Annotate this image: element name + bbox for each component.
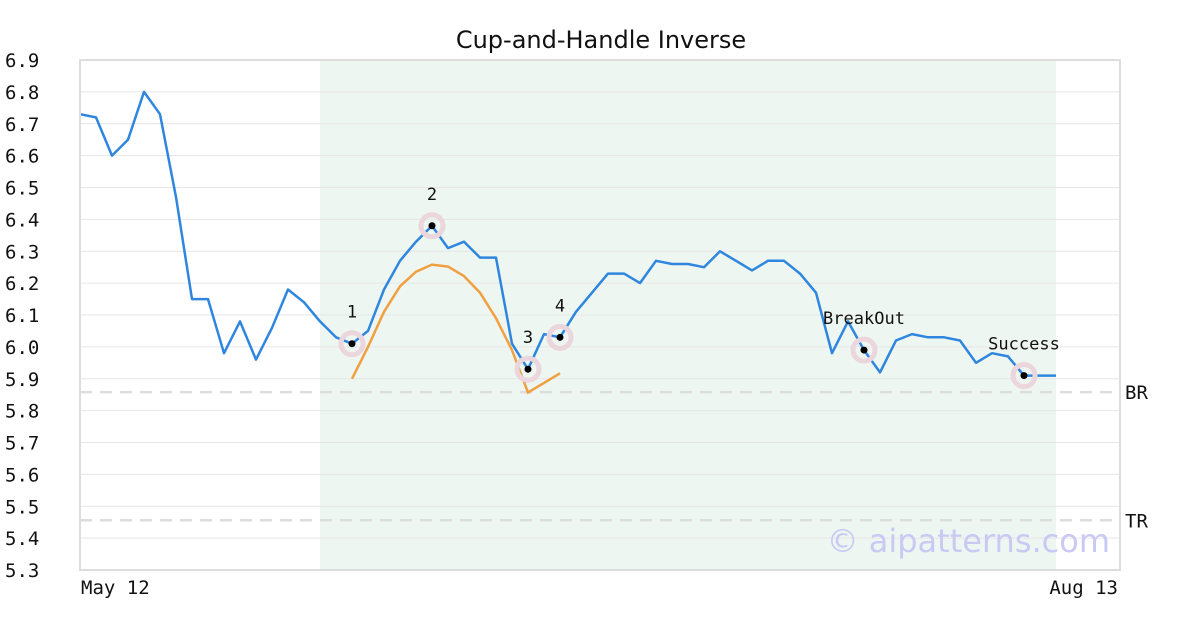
- y-tick-label: 5.7: [5, 433, 39, 455]
- y-tick-label: 5.5: [5, 496, 39, 518]
- y-tick-label: 5.9: [5, 369, 39, 391]
- y-tick-label: 6.4: [5, 209, 39, 231]
- marker-halo: [338, 330, 366, 358]
- plot-frame: [79, 59, 1121, 571]
- y-tick-label: 6.7: [5, 114, 39, 136]
- annotation-label: BreakOut: [823, 309, 905, 329]
- y-tick-label: 6.1: [5, 305, 39, 327]
- y-tick-label: 6.9: [5, 50, 39, 72]
- y-tick-label: 6.3: [5, 241, 39, 263]
- y-tick-label: 6.6: [5, 146, 39, 168]
- y-tick-label: 5.6: [5, 464, 39, 486]
- x-tick-end: Aug 13: [1049, 577, 1118, 599]
- marker-halo: [514, 355, 542, 383]
- y-tick-label: 5.8: [5, 401, 39, 423]
- gridlines: [80, 59, 1120, 571]
- y-tick-label: 6.2: [5, 273, 39, 295]
- level-lines: BR TR: [80, 382, 1148, 532]
- price-series-line: [79, 90, 1056, 377]
- watermark: © aipatterns.com: [827, 522, 1110, 560]
- marker-halo: [546, 323, 574, 351]
- y-tick-label: 6.0: [5, 337, 39, 359]
- y-axis-ticks: 6.9 6.8 6.7 6.6 6.5 6.4 6.3 6.2 6.1 6.0 5.9 5.8 5.7 5…: [5, 50, 39, 582]
- marker-dot: [348, 340, 356, 348]
- cup-curve-series: [350, 263, 561, 395]
- marker-halo: [1010, 362, 1038, 390]
- x-tick-start: May 12: [81, 577, 150, 599]
- annotation-markers: 1 2 3 4 BreakOut Success: [338, 185, 1060, 390]
- annotation-label: 1: [347, 303, 357, 323]
- y-tick-label: 5.4: [5, 528, 39, 550]
- marker-dot: [860, 346, 868, 354]
- annotation-label: Success: [988, 335, 1060, 355]
- annotation-label: 4: [555, 296, 565, 316]
- annotation-label: 2: [427, 185, 437, 205]
- marker-dot: [1020, 372, 1028, 380]
- level-label: TR: [1125, 510, 1148, 532]
- level-label: BR: [1125, 382, 1148, 404]
- y-tick-label: 6.5: [5, 178, 39, 200]
- chart-title: Cup-and-Handle Inverse: [456, 26, 746, 54]
- marker-dot: [524, 365, 532, 373]
- annotation-label: 3: [523, 328, 533, 348]
- marker-halo: [850, 336, 878, 364]
- y-tick-label: 5.3: [5, 560, 39, 582]
- marker-dot: [428, 222, 436, 230]
- y-tick-label: 6.8: [5, 82, 39, 104]
- marker-halo: [418, 212, 446, 240]
- marker-dot: [556, 333, 564, 341]
